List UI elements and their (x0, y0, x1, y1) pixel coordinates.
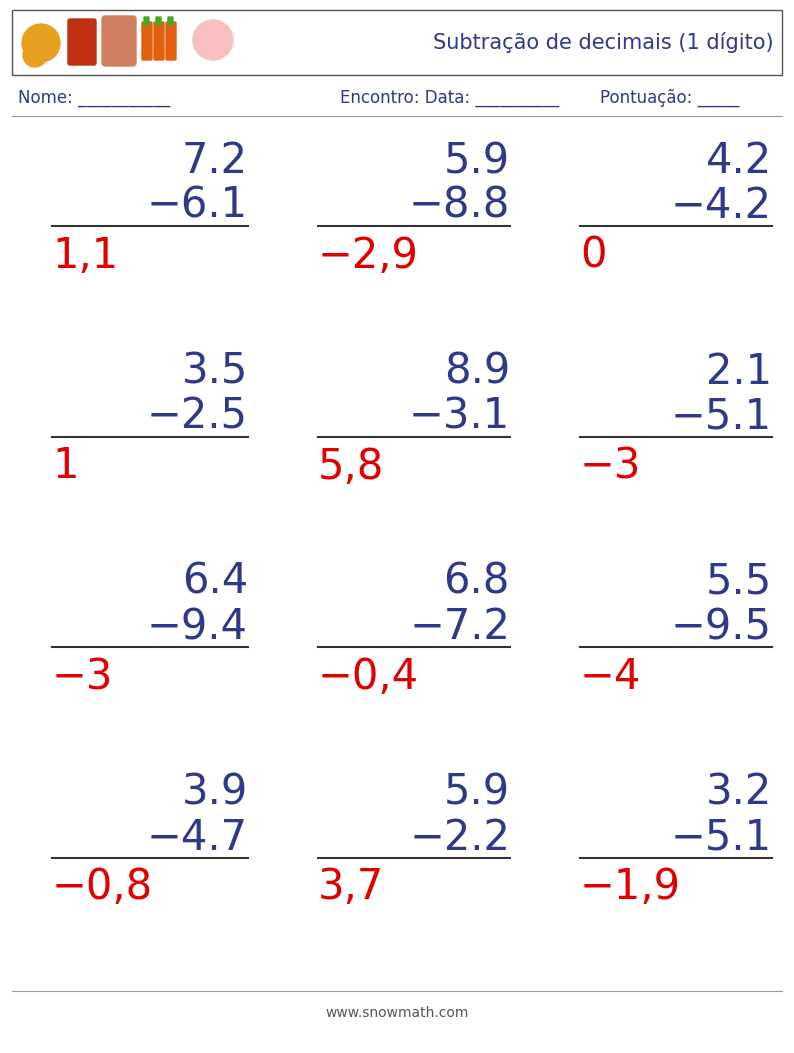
Text: −3: −3 (580, 445, 642, 488)
Circle shape (22, 24, 60, 62)
Text: −4: −4 (580, 656, 642, 698)
Text: −4.2: −4.2 (671, 185, 772, 227)
FancyBboxPatch shape (154, 22, 164, 60)
Text: 6.8: 6.8 (444, 561, 510, 603)
Text: 3.9: 3.9 (182, 772, 248, 814)
Text: 3,7: 3,7 (318, 867, 384, 909)
Text: −2.2: −2.2 (409, 816, 510, 858)
Text: 7.2: 7.2 (182, 140, 248, 182)
Text: Subtração de decimais (1 dígito): Subtração de decimais (1 dígito) (434, 32, 774, 53)
Text: −5.1: −5.1 (671, 396, 772, 437)
Text: −9.5: −9.5 (671, 605, 772, 648)
FancyBboxPatch shape (142, 22, 152, 60)
Text: −9.4: −9.4 (147, 605, 248, 648)
Text: 5.9: 5.9 (444, 772, 510, 814)
Circle shape (193, 20, 233, 60)
Text: −3: −3 (52, 656, 114, 698)
Text: −8.8: −8.8 (409, 185, 510, 227)
Text: −4.7: −4.7 (147, 816, 248, 858)
Text: www.snowmath.com: www.snowmath.com (326, 1006, 468, 1020)
Text: −0,4: −0,4 (318, 656, 419, 698)
Text: 0: 0 (580, 235, 607, 277)
Text: −0,8: −0,8 (52, 867, 153, 909)
Text: Nome: ___________: Nome: ___________ (18, 90, 170, 107)
FancyBboxPatch shape (102, 16, 136, 66)
Circle shape (23, 43, 47, 67)
FancyBboxPatch shape (68, 19, 96, 65)
FancyBboxPatch shape (156, 17, 161, 25)
Text: −7.2: −7.2 (409, 605, 510, 648)
Text: 2.1: 2.1 (706, 351, 772, 393)
Text: 5.9: 5.9 (444, 140, 510, 182)
Text: −3.1: −3.1 (409, 396, 510, 437)
Text: 6.4: 6.4 (182, 561, 248, 603)
Text: −2.5: −2.5 (147, 396, 248, 437)
Text: −1,9: −1,9 (580, 867, 681, 909)
FancyBboxPatch shape (12, 9, 782, 75)
Text: −6.1: −6.1 (147, 185, 248, 227)
FancyBboxPatch shape (168, 17, 173, 25)
FancyBboxPatch shape (166, 22, 176, 60)
Text: 3.2: 3.2 (706, 772, 772, 814)
Text: 8.9: 8.9 (444, 351, 510, 393)
Text: 3.5: 3.5 (182, 351, 248, 393)
Text: 1,1: 1,1 (52, 235, 118, 277)
Text: −2,9: −2,9 (318, 235, 419, 277)
Text: −5.1: −5.1 (671, 816, 772, 858)
Text: 5,8: 5,8 (318, 445, 384, 488)
Text: Pontuação: _____: Pontuação: _____ (600, 88, 739, 107)
FancyBboxPatch shape (144, 17, 149, 25)
Text: 5.5: 5.5 (706, 561, 772, 603)
Text: 4.2: 4.2 (706, 140, 772, 182)
Text: 1: 1 (52, 445, 79, 488)
Text: Encontro: Data: __________: Encontro: Data: __________ (340, 90, 559, 107)
